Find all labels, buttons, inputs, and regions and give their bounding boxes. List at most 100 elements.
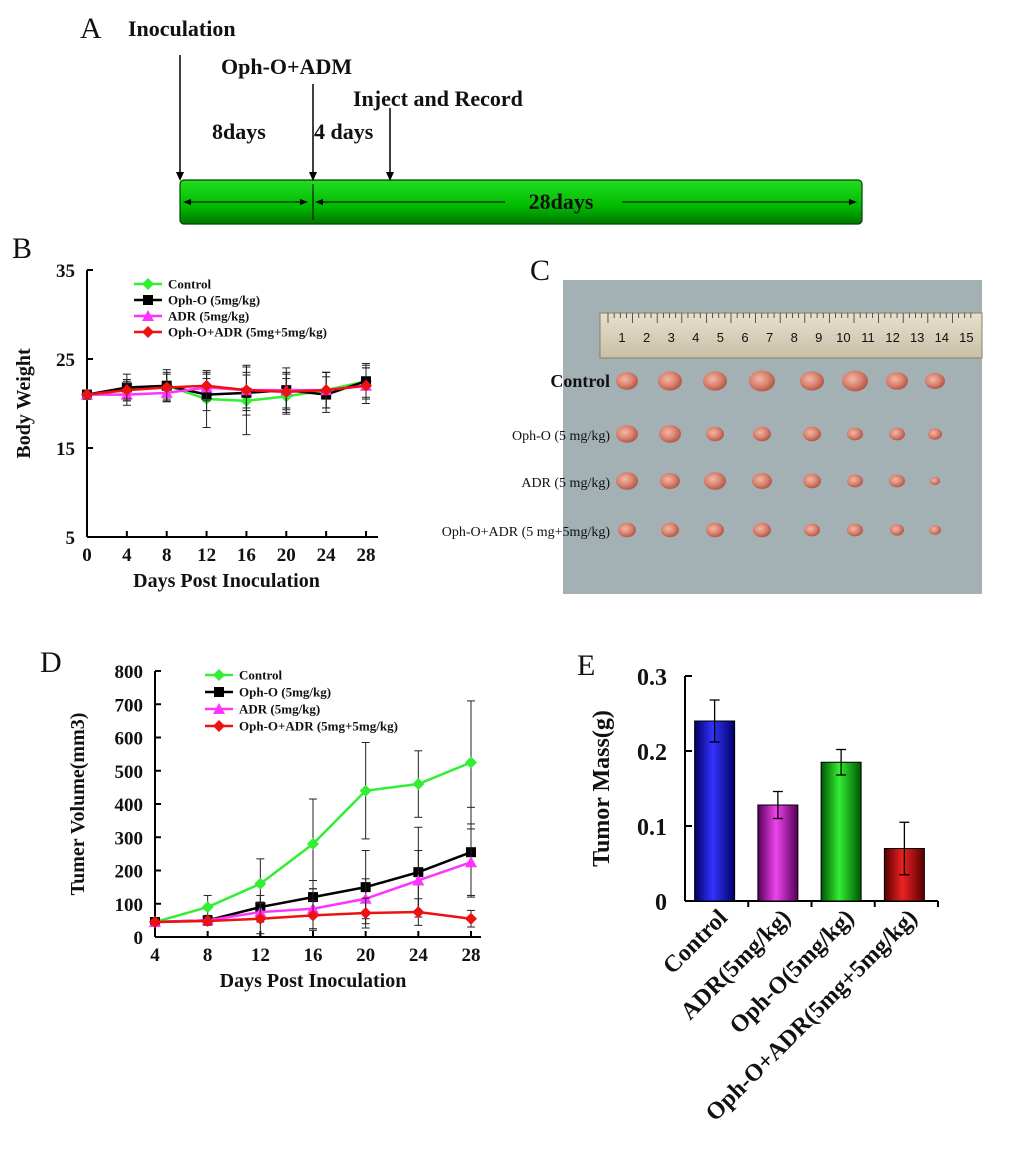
ruler-number: 9 bbox=[815, 330, 822, 345]
tumor-row-label: Control bbox=[550, 371, 610, 391]
legend-marker-control bbox=[142, 278, 154, 290]
x-tick-label: 12 bbox=[251, 945, 270, 966]
y-tick-label: 25 bbox=[56, 350, 75, 371]
y-tick-label: 0.1 bbox=[637, 815, 667, 841]
x-axis-title: Days Post Inoculation bbox=[220, 970, 407, 992]
inject-record-label: Inject and Record bbox=[353, 86, 523, 111]
4days-label: 4 days bbox=[314, 119, 374, 144]
ruler-number: 6 bbox=[741, 330, 748, 345]
ruler-number: 3 bbox=[668, 330, 675, 345]
tumor-sample bbox=[842, 370, 868, 392]
span-28days-right-head bbox=[849, 199, 857, 205]
tumor-sample bbox=[616, 472, 638, 490]
tumor-sample bbox=[803, 426, 821, 442]
inoculation-arrow-head bbox=[176, 172, 184, 181]
x-tick-label: 12 bbox=[197, 545, 216, 566]
panel-e-label: E bbox=[577, 649, 595, 682]
series-line-oph-o bbox=[86, 380, 367, 396]
treatment-arrow-head bbox=[309, 172, 317, 181]
x-tick-label: 24 bbox=[409, 945, 429, 966]
data-point-control bbox=[201, 901, 214, 914]
legend-label-oph-o-adr: Oph-O+ADR (5mg+5mg/kg) bbox=[239, 719, 398, 734]
legend-label-oph-o: Oph-O (5mg/kg) bbox=[239, 685, 331, 700]
x-tick-label: 20 bbox=[277, 545, 296, 566]
panel-b-label: B bbox=[12, 232, 32, 265]
series-line-oph-o-adr bbox=[86, 384, 367, 396]
legend-marker-oph-o-adr bbox=[213, 720, 225, 732]
tumor-sample bbox=[704, 472, 726, 490]
x-tick-label: 8 bbox=[203, 945, 213, 966]
x-tick-label: 28 bbox=[462, 945, 481, 966]
legend-label-oph-o: Oph-O (5mg/kg) bbox=[168, 293, 260, 308]
y-tick-label: 800 bbox=[115, 662, 144, 683]
tumor-sample bbox=[804, 523, 820, 537]
tumor-sample bbox=[616, 425, 638, 443]
data-point-control bbox=[465, 756, 477, 769]
tumor-volume-chart: 0 100 200 300 400 500 600 700 800 4 8 12 16 20 24 28 Day… bbox=[67, 662, 481, 992]
ruler-number: 2 bbox=[643, 330, 650, 345]
tumor-sample bbox=[890, 524, 904, 536]
legend-label-oph-o-adr: Oph-O+ADR (5mg+5mg/kg) bbox=[168, 325, 327, 340]
data-point-oph-o-adr bbox=[465, 912, 477, 925]
tumor-sample bbox=[752, 473, 772, 489]
tumor-sample bbox=[658, 371, 682, 391]
x-tick-label: 4 bbox=[122, 545, 132, 566]
ruler-number: 13 bbox=[910, 330, 924, 345]
y-tick-label: 5 bbox=[66, 528, 76, 549]
ruler-number: 8 bbox=[791, 330, 798, 345]
tumor-sample bbox=[929, 525, 941, 535]
x-tick-label-adr: ADR(5mg/kg) bbox=[676, 905, 796, 1025]
inoculation-label: Inoculation bbox=[128, 16, 236, 41]
data-point-oph-o-adr bbox=[320, 384, 333, 397]
ruler-number: 14 bbox=[935, 330, 949, 345]
y-tick-label: 100 bbox=[115, 895, 144, 916]
tumor-sample bbox=[886, 372, 908, 390]
y-axis-title: Tumor Mass(g) bbox=[589, 710, 615, 867]
y-tick-label: 400 bbox=[115, 795, 144, 816]
data-point-control bbox=[412, 778, 425, 791]
tumor-sample bbox=[847, 474, 863, 488]
ruler-number: 1 bbox=[618, 330, 625, 345]
series-control bbox=[81, 364, 372, 436]
tumor-sample bbox=[930, 477, 940, 485]
ruler-number: 10 bbox=[836, 330, 850, 345]
data-point-oph-o-adr bbox=[412, 906, 425, 919]
tumor-sample bbox=[659, 425, 681, 443]
tumor-sample bbox=[618, 522, 636, 538]
tumor-row-label: ADR (5 mg/kg) bbox=[521, 476, 610, 491]
treatment-label: Oph-O+ADM bbox=[221, 54, 352, 79]
y-axis-title: Tumer Volume(mm3) bbox=[67, 713, 89, 896]
tumor-sample bbox=[889, 427, 905, 441]
tumor-sample bbox=[660, 473, 680, 489]
legend-marker-oph-o bbox=[214, 687, 224, 697]
tumor-row: ADR (5 mg/kg) bbox=[521, 472, 940, 491]
tumor-row: Oph-O+ADR (5 mg+5mg/kg) bbox=[442, 522, 941, 540]
28days-label: 28days bbox=[529, 189, 594, 214]
tumor-row-label: Oph-O (5 mg/kg) bbox=[512, 429, 610, 444]
ruler-number: 11 bbox=[861, 330, 875, 345]
span-8days-right-head bbox=[300, 199, 308, 205]
ruler-body bbox=[599, 312, 983, 359]
data-point-oph-o-adr bbox=[240, 384, 253, 397]
ruler-number: 4 bbox=[692, 330, 699, 345]
data-point-control bbox=[359, 784, 372, 797]
tumor-sample bbox=[753, 426, 771, 442]
panel-a-label: A bbox=[80, 12, 102, 45]
legend-marker-adr bbox=[213, 703, 225, 714]
data-point-oph-o-adr bbox=[307, 909, 319, 922]
data-point-oph-o-adr bbox=[160, 381, 173, 394]
inject-arrow-head bbox=[386, 172, 394, 181]
y-axis-title: Body Weight bbox=[13, 348, 35, 459]
panel-a: A Inoculation Oph-O+ADM Inject and Recor… bbox=[80, 12, 863, 225]
data-point-oph-o-adr bbox=[149, 916, 161, 929]
tumor-sample bbox=[706, 426, 724, 442]
tumor-sample bbox=[847, 523, 863, 537]
panel-d: D 0 100 200 300 400 500 600 700 800 4 8 12 16 20 24 28 D… bbox=[40, 646, 481, 992]
legend-marker-oph-o bbox=[143, 295, 153, 305]
tumor-sample bbox=[800, 371, 824, 391]
y-tick-label: 15 bbox=[56, 439, 75, 460]
y-tick-label: 0.2 bbox=[637, 740, 667, 766]
ruler-number: 7 bbox=[766, 330, 773, 345]
